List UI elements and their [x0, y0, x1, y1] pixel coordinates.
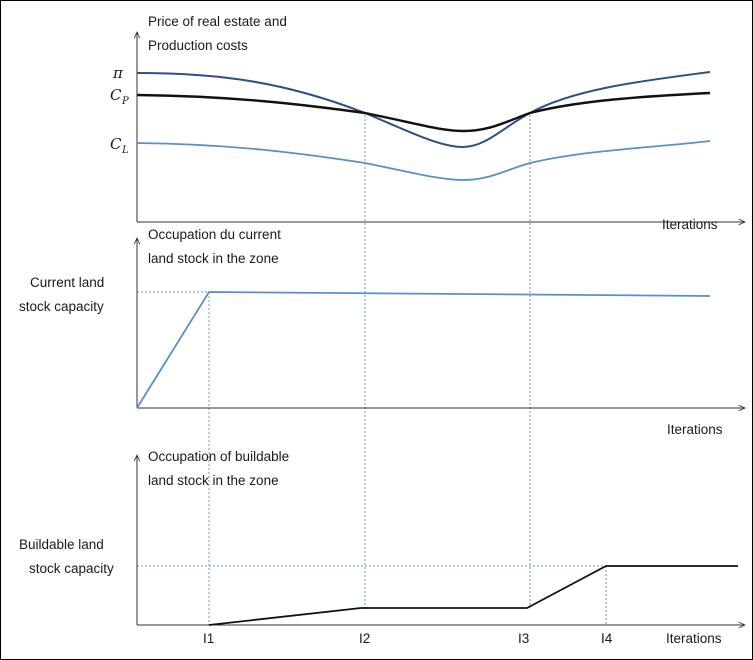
series-cp [136, 91, 711, 133]
svg-text:P: P [121, 96, 129, 107]
panel2-y-label-line1: Current land [30, 275, 104, 290]
panel3-title-line1: Occupation of buildable [148, 449, 289, 464]
svg-text:C: C [110, 135, 122, 153]
series-buildable-land-stock [208, 565, 738, 626]
pi-symbol: π [112, 64, 124, 82]
panel2-x-label: Iterations [667, 422, 723, 437]
panel1-title-line1: Price of real estate and [148, 14, 287, 29]
svg-text:C: C [110, 86, 122, 104]
series-cl [136, 140, 711, 181]
panel2-title-line1: Occupation du current [148, 227, 281, 242]
panel3-y-label-line1: Buildable land [19, 537, 104, 552]
x-tick-i2: I2 [359, 631, 370, 646]
panel3-title-line2: land stock in the zone [148, 473, 279, 488]
panel2-y-label-line2: stock capacity [19, 299, 104, 314]
panel3-x-label: Iterations [666, 631, 722, 646]
panel1-title-line2: Production costs [148, 38, 248, 53]
panel2-title-line2: land stock in the zone [148, 251, 279, 266]
panel3-y-label-line2: stock capacity [29, 561, 114, 576]
cl-symbol: C L [110, 135, 129, 156]
panel1-x-label: Iterations [662, 217, 718, 232]
cp-symbol: C P [110, 86, 129, 107]
svg-text:L: L [121, 145, 129, 156]
x-tick-i3: I3 [518, 631, 529, 646]
x-tick-i4: I4 [601, 631, 613, 646]
series-current-land-stock [136, 291, 711, 409]
series-pi [136, 71, 711, 149]
x-tick-i1: I1 [203, 631, 214, 646]
